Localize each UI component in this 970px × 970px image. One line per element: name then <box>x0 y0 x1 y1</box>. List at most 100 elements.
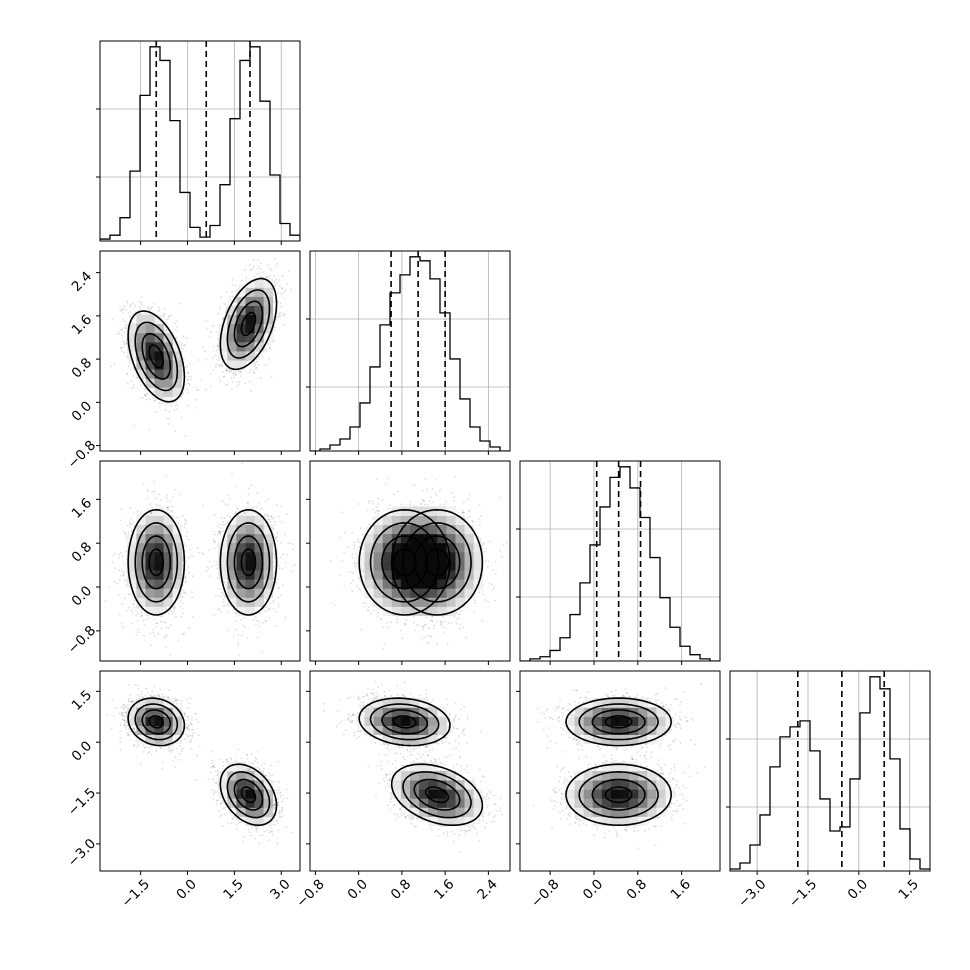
scatter-point <box>168 423 171 425</box>
scatter-point <box>218 364 221 367</box>
scatter-point <box>122 346 125 348</box>
density-cell <box>145 378 155 388</box>
scatter-point <box>110 365 112 368</box>
density-cell <box>227 332 237 343</box>
scatter-point <box>165 328 168 331</box>
scatter-point <box>140 612 143 614</box>
density-cell <box>163 387 174 397</box>
density-cell <box>127 341 137 352</box>
scatter-point <box>269 347 272 350</box>
scatter-point <box>161 397 163 400</box>
contour-line <box>226 289 271 359</box>
density-cell <box>136 314 146 325</box>
scatter-point <box>114 552 116 555</box>
scatter-point <box>131 530 133 533</box>
scatter-point <box>136 620 139 622</box>
scatter-point <box>277 291 279 294</box>
scatter-point <box>191 597 194 599</box>
scatter-point <box>185 535 188 538</box>
density-cell <box>154 332 164 343</box>
scatter-point <box>125 324 127 326</box>
scatter-point <box>214 366 217 369</box>
scatter-point <box>218 377 221 379</box>
density-cell <box>254 278 264 288</box>
scatter-point <box>127 312 130 315</box>
scatter-point <box>253 275 256 278</box>
scatter-point <box>185 519 187 522</box>
scatter-point <box>280 305 283 308</box>
scatter-point <box>216 344 219 347</box>
scatter-point <box>158 402 161 405</box>
scatter-point <box>224 311 227 314</box>
scatter-point <box>258 356 260 358</box>
scatter-point <box>149 632 152 635</box>
scatter-point <box>129 311 132 313</box>
scatter-point <box>252 259 255 261</box>
scatter-point <box>164 635 167 637</box>
scatter-point <box>265 276 268 278</box>
scatter-point <box>166 506 169 509</box>
scatter-point <box>182 557 184 559</box>
scatter-point <box>226 504 229 506</box>
scatter-point <box>267 342 270 345</box>
scatter-point <box>124 309 127 311</box>
scatter-point <box>141 614 144 616</box>
scatter-point <box>213 614 216 616</box>
scatter-point <box>133 384 136 386</box>
density-cell <box>145 360 155 370</box>
scatter-point <box>163 312 166 315</box>
scatter-point <box>218 364 221 367</box>
scatter-point <box>174 488 177 491</box>
scatter-point <box>281 274 284 277</box>
scatter-point <box>143 387 146 389</box>
scatter-point <box>174 404 176 407</box>
density-cell <box>154 369 164 379</box>
scatter-point <box>131 528 133 531</box>
scatter-point <box>238 285 241 287</box>
scatter-point <box>222 375 225 378</box>
scatter-point <box>187 538 190 541</box>
scatter-point <box>260 276 263 278</box>
scatter-point <box>188 571 190 574</box>
scatter-point <box>277 315 280 318</box>
scatter-point <box>155 411 158 414</box>
density-cell <box>245 305 255 315</box>
scatter-point <box>120 309 123 312</box>
density-cell <box>163 378 174 388</box>
scatter-point <box>155 622 158 625</box>
contour-line <box>127 310 186 403</box>
density-cell <box>145 369 155 379</box>
scatter-point <box>119 306 121 308</box>
scatter-point <box>137 631 140 634</box>
scatter-point <box>198 552 201 554</box>
scatter-point <box>166 634 169 637</box>
density-cell <box>145 314 155 325</box>
scatter-point <box>122 341 125 344</box>
scatter-point <box>123 563 126 566</box>
scatter-point <box>130 609 133 611</box>
scatter-point <box>184 591 186 594</box>
contour-line <box>219 277 278 371</box>
scatter-point <box>225 369 228 372</box>
scatter-point <box>172 607 175 610</box>
density-cell <box>163 332 174 343</box>
scatter-point <box>123 305 125 308</box>
scatter-point <box>278 285 281 287</box>
scatter-point <box>197 359 200 361</box>
scatter-point <box>201 552 204 555</box>
density-cell <box>245 314 255 325</box>
scatter-point <box>167 315 170 318</box>
scatter-point <box>194 398 197 401</box>
density-cell <box>254 296 264 306</box>
scatter-point <box>133 316 136 319</box>
scatter-point <box>182 514 185 517</box>
scatter-point <box>265 348 268 351</box>
scatter-point <box>185 545 188 547</box>
density-cell <box>245 332 255 343</box>
scatter-point <box>122 573 124 575</box>
scatter-point <box>123 530 125 533</box>
scatter-point <box>286 282 289 285</box>
contour-line <box>233 300 264 348</box>
density-cell <box>245 351 255 361</box>
panel-plot-area <box>310 251 510 451</box>
